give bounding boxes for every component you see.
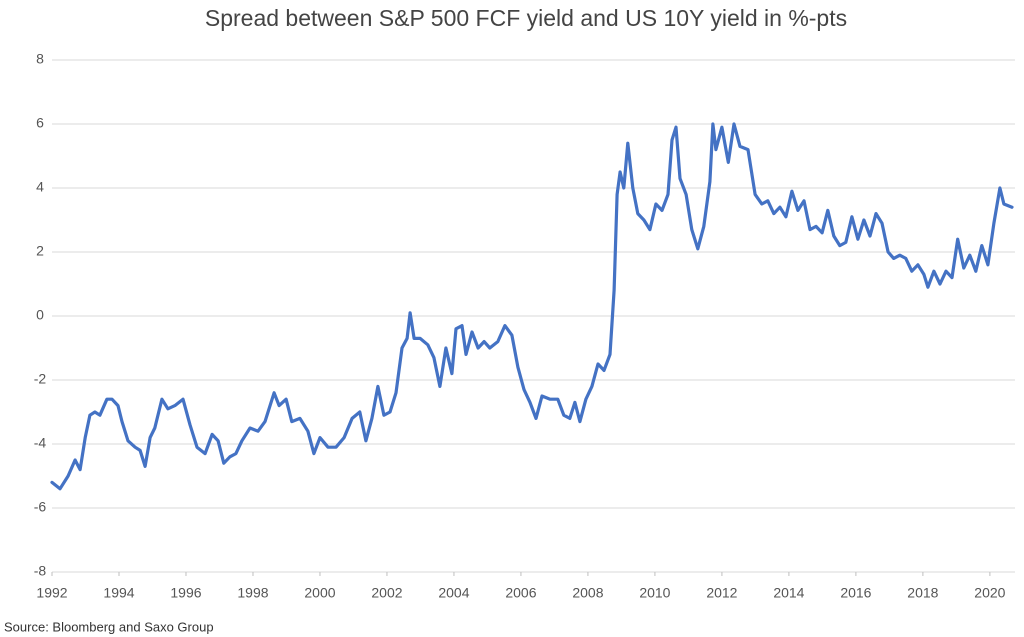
y-tick-label: 4	[36, 179, 44, 195]
y-tick-label: 6	[36, 115, 44, 131]
x-tick-label: 2014	[773, 585, 804, 601]
x-tick-label: 2016	[840, 585, 871, 601]
y-tick-label: -8	[34, 563, 47, 579]
y-tick-label: 2	[36, 243, 44, 259]
x-tick-label: 2002	[371, 585, 402, 601]
data-line	[50, 122, 1014, 491]
y-tick-label: 0	[36, 307, 44, 323]
x-tick-label: 2010	[639, 585, 670, 601]
x-tick-label: 1996	[170, 585, 201, 601]
y-tick-label: -4	[34, 435, 47, 451]
y-tick-label: 8	[36, 51, 44, 67]
y-tick-label: -2	[34, 371, 47, 387]
x-tick-label: 2008	[572, 585, 603, 601]
x-tick-label: 2020	[974, 585, 1005, 601]
x-tick-label: 2012	[706, 585, 737, 601]
x-tick-label: 2018	[907, 585, 938, 601]
x-tick-label: 1998	[237, 585, 268, 601]
x-tick-label: 1994	[103, 585, 134, 601]
x-tick-label: 2004	[438, 585, 469, 601]
x-tick-label: 2006	[505, 585, 536, 601]
chart-title: Spread between S&P 500 FCF yield and US …	[205, 5, 847, 31]
x-tick-label: 2000	[304, 585, 335, 601]
y-tick-label: -6	[34, 499, 47, 515]
source-note: Source: Bloomberg and Saxo Group	[4, 619, 214, 634]
x-tick-label: 1992	[36, 585, 67, 601]
